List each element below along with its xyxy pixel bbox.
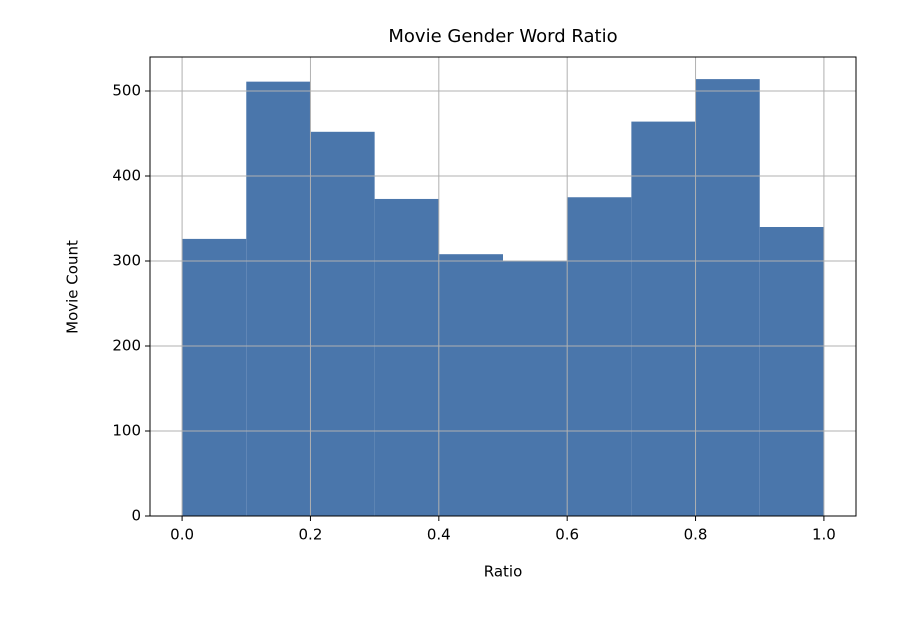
bar	[695, 79, 760, 516]
y-tick-label: 300	[112, 252, 141, 270]
x-tick-label: 0.0	[170, 526, 194, 544]
x-axis-label: Ratio	[484, 563, 523, 581]
y-tick-label: 0	[131, 507, 141, 525]
bar	[438, 254, 503, 516]
plot-frame	[149, 56, 857, 517]
x-tick-label: 0.8	[684, 526, 708, 544]
x-tick-label: 0.2	[299, 526, 323, 544]
x-tick-label: 0.6	[555, 526, 579, 544]
bar	[759, 227, 824, 516]
y-tick-label: 400	[112, 167, 141, 185]
y-tick-label: 100	[112, 422, 141, 440]
x-tick-label: 0.4	[427, 526, 451, 544]
bar	[567, 197, 632, 516]
bar	[503, 261, 568, 516]
bar	[182, 238, 247, 516]
chart-title: Movie Gender Word Ratio	[388, 26, 617, 47]
bar	[310, 131, 375, 517]
bar	[631, 121, 696, 516]
x-tick-label: 1.0	[812, 526, 836, 544]
y-tick-label: 500	[112, 82, 141, 100]
bar	[374, 198, 439, 516]
y-axis-label: Movie Count	[64, 240, 82, 334]
y-tick-label: 200	[112, 337, 141, 355]
bar	[246, 81, 311, 517]
